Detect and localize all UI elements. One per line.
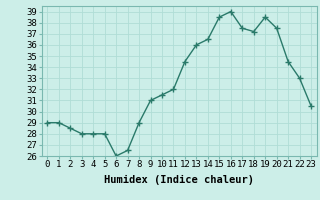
X-axis label: Humidex (Indice chaleur): Humidex (Indice chaleur) xyxy=(104,175,254,185)
